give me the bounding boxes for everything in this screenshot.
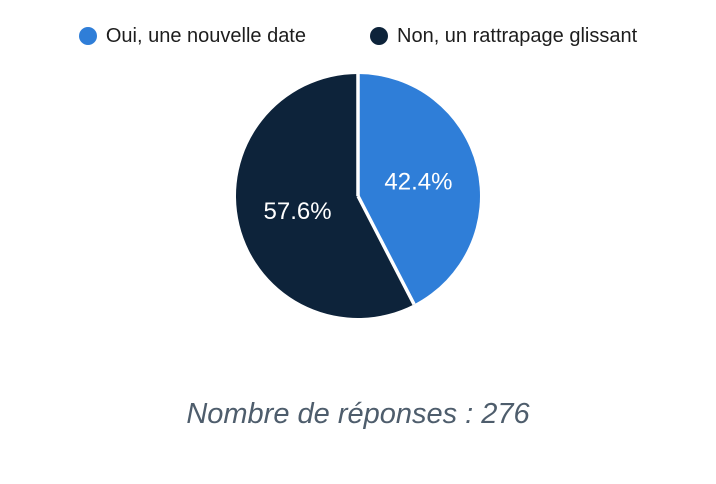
pie-slice-0[interactable] bbox=[358, 74, 480, 305]
pie-slice-label-0: 42.4% bbox=[384, 169, 452, 196]
pie-slice-1[interactable] bbox=[235, 74, 415, 318]
legend-marker-oui-circle-icon bbox=[78, 27, 97, 45]
response-count-caption: Nombre de réponses : 276 bbox=[186, 398, 530, 430]
pie-chart: 42.4% 57.6% bbox=[235, 74, 480, 318]
chart-legend: Oui, une nouvelle date Non, un rattrapag… bbox=[0, 25, 716, 47]
pie-slice-label-1: 57.6% bbox=[264, 198, 332, 225]
slice-separator bbox=[356, 195, 416, 306]
legend-label-oui: Oui, une nouvelle date bbox=[105, 25, 306, 47]
legend-marker-non-circle-icon bbox=[370, 27, 388, 45]
legend-label-non: Non, un rattrapage glissant bbox=[397, 25, 638, 47]
pie-chart-area: 42.4% 57.6% bbox=[233, 71, 483, 321]
legend-item-non[interactable]: Non, un rattrapage glissant bbox=[370, 25, 637, 47]
legend-item-oui[interactable]: Oui, une nouvelle date bbox=[78, 25, 306, 47]
